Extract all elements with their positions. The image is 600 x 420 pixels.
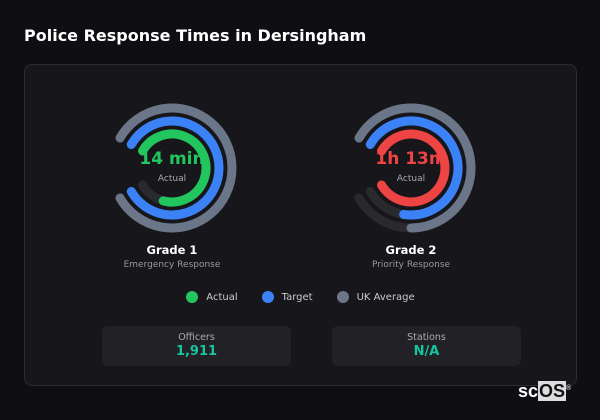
actual-arc: [377, 129, 450, 207]
stations-stat: Stations N/A: [332, 326, 521, 366]
officers-stat: Officers 1,911: [102, 326, 291, 366]
gauge-title: Grade 1: [146, 243, 198, 257]
legend-item-target: Target: [261, 291, 313, 303]
stat-value: N/A: [413, 344, 440, 359]
stat-label: Stations: [407, 332, 446, 343]
uk-average-dot-icon: [336, 291, 349, 303]
gauge-subtitle: Emergency Response: [123, 260, 221, 270]
stat-value: 1,911: [175, 344, 218, 359]
actual-dot-icon: [186, 291, 199, 303]
target-dot-icon: [261, 291, 274, 303]
legend: Actual Target UK Average: [25, 291, 576, 303]
page-title: Police Response Times in Dersingham: [24, 26, 367, 45]
scos-logo: scOS®: [518, 381, 572, 401]
actual-label: Actual: [396, 174, 426, 184]
gauge-rings: [115, 103, 237, 233]
stat-label: Officers: [178, 332, 215, 343]
legend-label: Target: [281, 291, 313, 303]
response-times-card: 14 min Actual Grade 1 Emergency Response…: [24, 64, 577, 386]
gauge-title: Grade 2: [385, 243, 437, 257]
target-arc: [365, 116, 463, 220]
actual-label: Actual: [157, 174, 187, 184]
actual-value: 1h 13m: [375, 149, 447, 169]
actual-value: 14 min: [139, 149, 205, 169]
legend-item-uk-average: UK Average: [336, 291, 415, 303]
uk-average-arc: [354, 103, 476, 233]
gauge-rings: [354, 103, 476, 233]
legend-label: UK Average: [356, 291, 415, 303]
target-arc: [126, 116, 224, 220]
uk-average-arc: [115, 103, 237, 233]
gauge-subtitle: Priority Response: [371, 260, 451, 270]
legend-label: Actual: [206, 291, 238, 303]
legend-item-actual: Actual: [186, 291, 238, 303]
actual-arc: [138, 129, 211, 207]
